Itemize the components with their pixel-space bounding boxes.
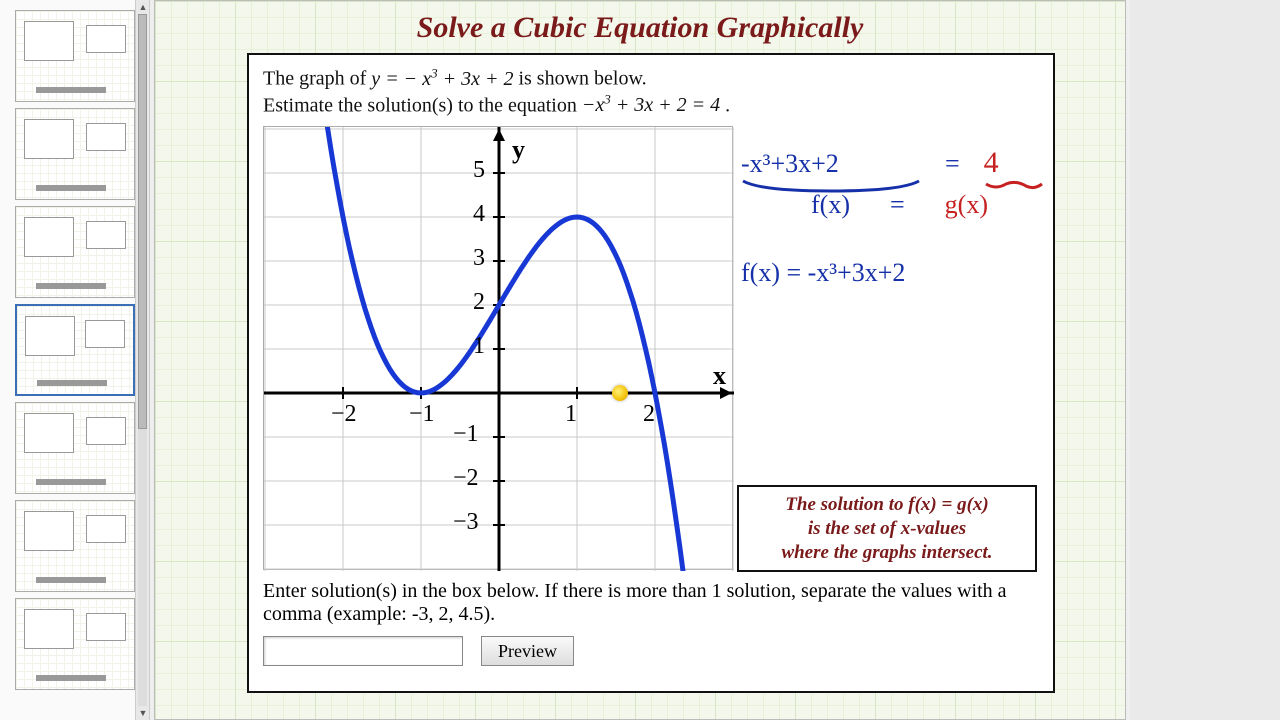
thumbnail-panel: ▲ ▼	[0, 0, 150, 720]
answer-input[interactable]	[263, 636, 463, 666]
tick-label: 2	[643, 401, 655, 428]
slide-title: Solve a Cubic Equation Graphically	[155, 1, 1125, 51]
prompt-text: The graph of y = − x3 + 3x + 2 is shown …	[249, 55, 1053, 120]
slide-thumb[interactable]	[15, 500, 135, 592]
slide-thumb[interactable]	[15, 206, 135, 298]
prompt-1b: is shown below.	[518, 68, 646, 90]
slide-thumb[interactable]	[15, 304, 135, 396]
x-axis-label: x	[713, 361, 726, 391]
graph-svg	[264, 127, 734, 571]
scroll-down-icon[interactable]: ▼	[136, 706, 150, 720]
enter-instructions: Enter solution(s) in the box below. If t…	[249, 570, 1053, 636]
hint-box: The solution to f(x) = g(x) is the set o…	[737, 485, 1037, 572]
y-axis-label: y	[512, 135, 525, 165]
tick-label: −2	[331, 401, 357, 428]
tick-label: 1	[473, 333, 485, 360]
tick-label: 3	[473, 245, 485, 272]
tick-label: −2	[453, 465, 479, 492]
annot-gx: g(x)	[945, 190, 988, 220]
problem-card: The graph of y = − x3 + 3x + 2 is shown …	[247, 53, 1055, 693]
annot-eq2: =	[890, 190, 905, 220]
scroll-up-icon[interactable]: ▲	[136, 0, 150, 14]
prompt-1a: The graph of	[263, 68, 371, 90]
slide-stage: Solve a Cubic Equation Graphically The g…	[154, 0, 1126, 720]
tick-label: 4	[473, 201, 485, 228]
slide-thumb[interactable]	[15, 402, 135, 494]
preview-button[interactable]: Preview	[481, 636, 574, 666]
slide-thumb[interactable]	[15, 108, 135, 200]
annot-eq: =	[945, 149, 960, 179]
tick-label: 5	[473, 157, 485, 184]
annot-rhs: 4	[984, 146, 999, 179]
tick-label: −1	[409, 401, 435, 428]
annot-fx: f(x)	[811, 190, 850, 220]
slide-thumb[interactable]	[15, 10, 135, 102]
right-gutter	[1130, 0, 1280, 720]
tick-label: −1	[453, 421, 479, 448]
tick-label: 2	[473, 289, 485, 316]
thumbs-scrollbar[interactable]: ▲ ▼	[135, 0, 149, 720]
annot-fxdef: f(x) = -x³+3x+2	[741, 258, 905, 287]
annot-lhs: -x³+3x+2	[741, 149, 839, 178]
tick-label: −3	[453, 509, 479, 536]
slide-thumb[interactable]	[15, 598, 135, 690]
scroll-thumb[interactable]	[138, 14, 147, 429]
prompt-2a: Estimate the solution(s) to the equation	[263, 94, 582, 116]
tick-label: 1	[565, 401, 577, 428]
prompt-2b: .	[725, 94, 730, 116]
graph: y x −2 −1 1 2 −3 −2 −1 1 2 3 4 5	[263, 126, 733, 570]
